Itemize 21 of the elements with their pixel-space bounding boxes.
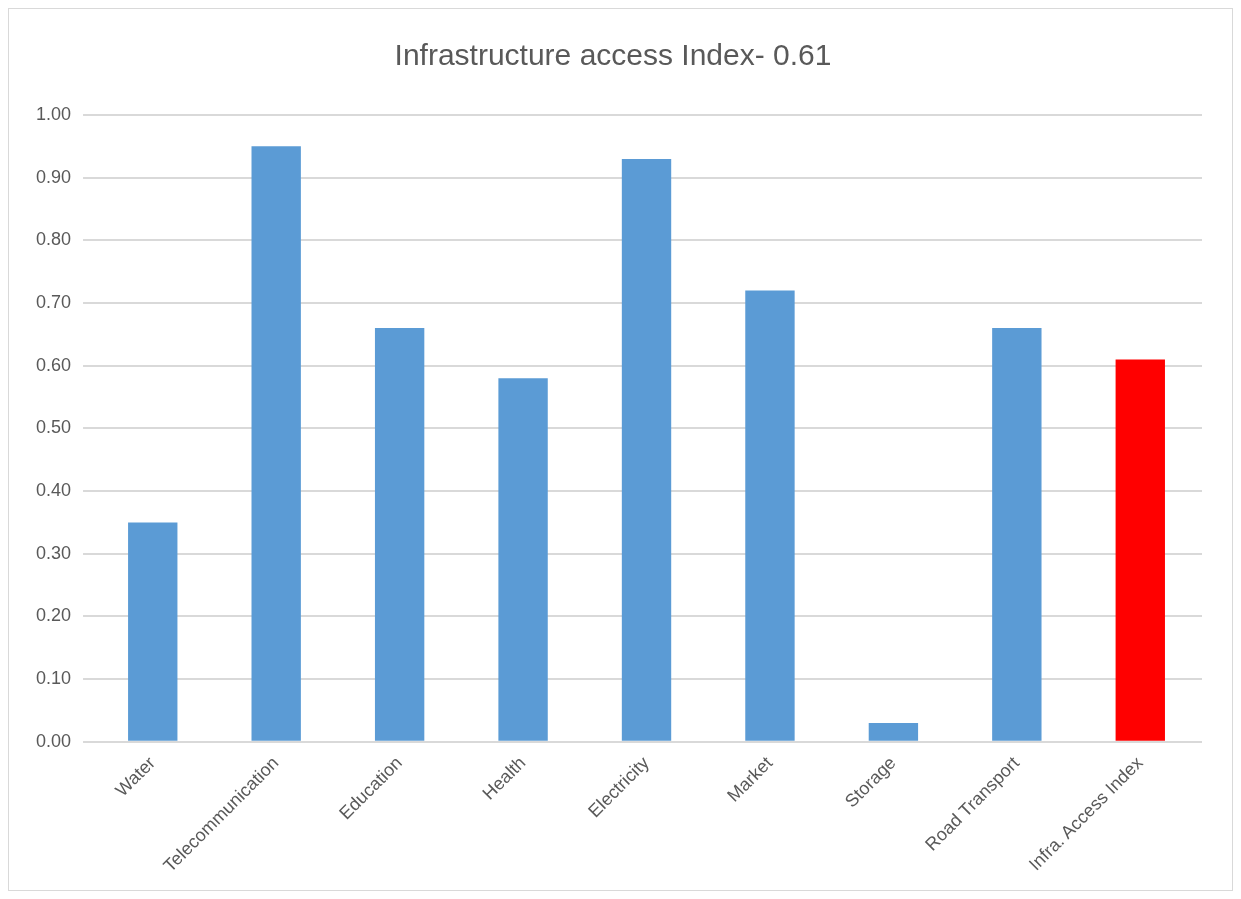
y-tick-label: 1.00 — [35, 103, 72, 124]
y-tick-label: 0.00 — [35, 730, 72, 751]
y-tick-label: 0.80 — [35, 229, 72, 250]
bar — [374, 328, 425, 741]
bar — [251, 146, 301, 741]
bar — [1115, 359, 1165, 741]
bar — [128, 522, 178, 741]
bar — [745, 290, 795, 741]
y-tick-label: 0.10 — [35, 668, 72, 689]
y-tick-label: 0.40 — [35, 480, 72, 501]
y-tick-label: 0.30 — [35, 542, 72, 563]
y-tick-label: 0.70 — [35, 292, 72, 312]
y-tick-label: 0.20 — [35, 605, 72, 626]
bar — [868, 722, 919, 741]
y-tick-label: 0.50 — [35, 417, 72, 438]
y-tick-label: 0.90 — [35, 166, 72, 187]
y-tick-label: 0.60 — [35, 354, 72, 375]
bar — [621, 158, 672, 741]
chart-title: Infrastructure access Index- 0.61 — [394, 38, 832, 72]
bar — [498, 378, 548, 741]
bar — [992, 328, 1042, 741]
